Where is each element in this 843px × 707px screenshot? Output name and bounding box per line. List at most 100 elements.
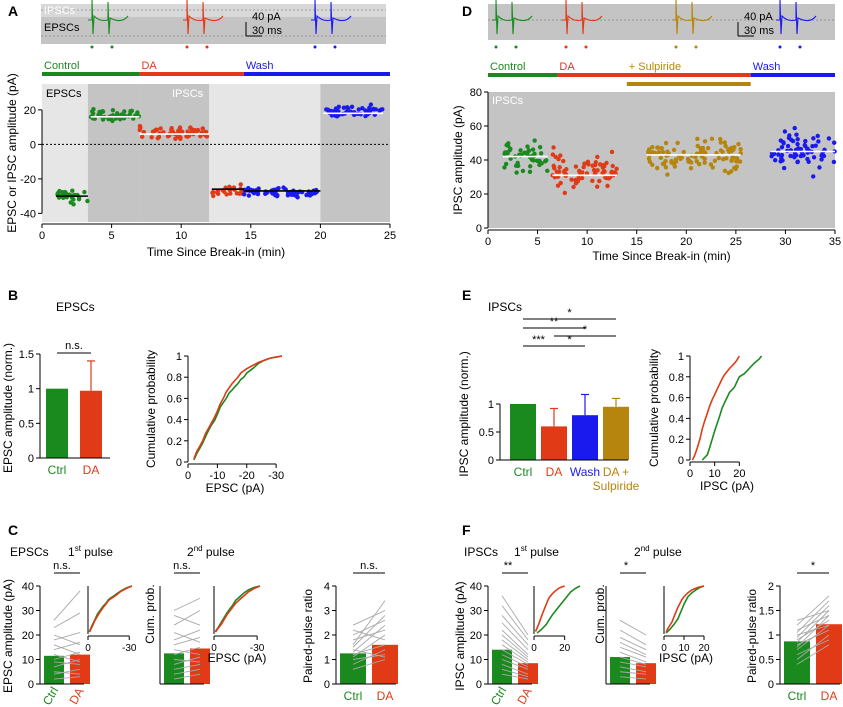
D-point xyxy=(816,139,821,144)
A-x-tick-label: 10 xyxy=(175,230,187,242)
D-stim-dot xyxy=(674,45,678,49)
A-x-tick-label: 15 xyxy=(245,230,257,242)
A-ipsc-inset-label: IPSCs xyxy=(172,88,204,100)
E-x-tick-label: 20 xyxy=(733,468,745,480)
E-sig-label: ** xyxy=(550,316,559,328)
Cp-paired-line xyxy=(352,629,386,641)
C2-paired-line xyxy=(173,610,201,626)
D-point xyxy=(686,159,691,164)
B-cum-da xyxy=(193,355,283,460)
D-point xyxy=(532,151,537,157)
D-trace-0-path xyxy=(492,0,533,35)
D-point xyxy=(531,158,536,163)
C2-bar-ctrl xyxy=(164,653,184,684)
C1-category-label: DA xyxy=(66,685,86,706)
B-x-tick-label: -10 xyxy=(209,470,225,482)
F-cum-ylabel: Cum. prob. xyxy=(593,584,607,643)
C1-paired-line xyxy=(53,590,81,621)
Cp-category-label: Ctrl xyxy=(344,689,363,703)
D-point xyxy=(590,163,595,168)
D-point xyxy=(723,143,728,149)
F1-paired-line xyxy=(501,622,529,651)
D-point xyxy=(604,175,609,181)
D-point xyxy=(590,178,595,184)
C2c-xlabel: EPSC (pA) xyxy=(208,651,267,665)
A-trace-1 xyxy=(183,0,224,35)
F2-paired-line xyxy=(619,656,647,665)
D-point xyxy=(530,147,536,152)
D-point xyxy=(655,145,661,150)
F1-paired-line xyxy=(501,595,529,636)
D-point xyxy=(819,153,824,158)
D-point xyxy=(805,147,810,152)
E-title: IPSCs xyxy=(488,300,522,314)
A-point xyxy=(304,192,309,198)
F2-paired-line xyxy=(619,661,647,668)
A-point xyxy=(129,108,135,114)
D-y-tick-label: 60 xyxy=(470,121,482,133)
D-trace-2 xyxy=(672,0,713,35)
D-point xyxy=(781,165,787,171)
D-point xyxy=(650,162,655,168)
D-point xyxy=(688,165,694,171)
B-x-tick-label: 0 xyxy=(185,470,191,482)
D-x-tick-label: 5 xyxy=(535,236,541,248)
A-point xyxy=(71,197,76,202)
D-point xyxy=(604,160,609,166)
A-stim-dot xyxy=(185,45,189,49)
A-point xyxy=(176,128,182,133)
D-point xyxy=(597,178,602,184)
B-x-tick-label: -30 xyxy=(268,470,284,482)
D-point xyxy=(801,153,806,158)
D-stim-dot xyxy=(798,45,802,49)
D-point xyxy=(779,155,784,161)
E-y-tick-label: 0 xyxy=(488,455,494,467)
E-bar-wash xyxy=(572,415,598,460)
F2c-x-tick-label: 0 xyxy=(661,643,667,654)
D-trace-3 xyxy=(776,0,817,35)
A-point xyxy=(82,189,87,195)
Fp-bar-da xyxy=(816,624,842,684)
D-point xyxy=(518,148,523,153)
D-point xyxy=(502,165,507,170)
C2-paired-line xyxy=(173,637,201,646)
F1-paired-line xyxy=(501,659,529,670)
A-stim-dot xyxy=(90,45,94,49)
D-point xyxy=(705,146,711,151)
E-bar-da-sulpiride xyxy=(603,406,629,460)
D-point xyxy=(718,136,723,142)
D-point xyxy=(718,140,724,145)
A-point xyxy=(100,108,105,114)
A-shaded-epoch xyxy=(320,84,390,222)
F2-paired-line xyxy=(619,676,647,680)
F2-paired-line xyxy=(619,651,647,663)
A-point xyxy=(137,127,142,133)
D-point xyxy=(669,158,674,164)
A-point xyxy=(198,133,203,139)
A-point xyxy=(228,191,233,196)
D-point xyxy=(724,156,729,161)
F2-paired-line xyxy=(619,619,647,636)
A-point xyxy=(238,182,243,187)
Fp-sig-label: * xyxy=(811,560,816,572)
C1c-x-tick-label: -30 xyxy=(122,643,137,654)
F2c-cum-da xyxy=(665,585,705,633)
F1-y-tick-label: 30 xyxy=(470,606,482,618)
A-trace-1-path xyxy=(183,0,224,35)
D-point xyxy=(694,159,700,164)
C1-paired-line xyxy=(53,671,81,675)
C1-y-tick-label: 40 xyxy=(22,581,34,593)
Fp-paired-line xyxy=(796,629,830,646)
D-point xyxy=(660,149,666,155)
A-stim-dot xyxy=(313,45,317,49)
D-point xyxy=(672,164,678,169)
C1-paired-line xyxy=(53,654,81,663)
C1-paired-line xyxy=(53,676,81,680)
D-point xyxy=(595,154,600,160)
F1c-x-tick-label: 20 xyxy=(559,643,571,654)
E-y-tick-label: 1 xyxy=(678,351,684,363)
D-x-tick-label: 30 xyxy=(779,236,791,248)
Fp-category-label: Ctrl xyxy=(788,689,807,703)
D-point xyxy=(538,151,544,156)
A-point xyxy=(190,127,195,132)
